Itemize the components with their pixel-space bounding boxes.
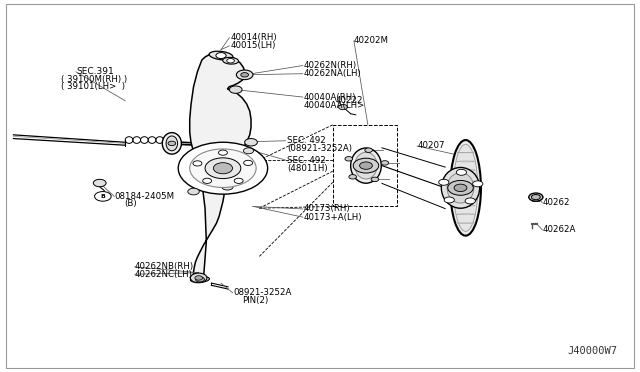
Polygon shape xyxy=(189,52,251,282)
Ellipse shape xyxy=(456,169,475,171)
Ellipse shape xyxy=(223,57,239,64)
Circle shape xyxy=(360,162,372,169)
Text: 40262NB(RH): 40262NB(RH) xyxy=(135,262,194,271)
Text: (48011H): (48011H) xyxy=(287,164,328,173)
Ellipse shape xyxy=(447,173,474,203)
Ellipse shape xyxy=(355,152,377,179)
Circle shape xyxy=(353,158,379,173)
Circle shape xyxy=(93,179,106,187)
Circle shape xyxy=(95,192,111,201)
Circle shape xyxy=(221,183,233,190)
Circle shape xyxy=(241,73,248,77)
Circle shape xyxy=(203,178,212,183)
Text: 40222: 40222 xyxy=(336,96,364,105)
Circle shape xyxy=(371,177,379,182)
Text: SEC. 492: SEC. 492 xyxy=(287,155,326,164)
Circle shape xyxy=(229,86,242,93)
Ellipse shape xyxy=(442,167,479,208)
Circle shape xyxy=(227,58,234,63)
Ellipse shape xyxy=(456,161,475,162)
Text: (B): (B) xyxy=(124,199,136,208)
Circle shape xyxy=(381,161,388,165)
Ellipse shape xyxy=(191,276,209,282)
Ellipse shape xyxy=(351,148,381,183)
Circle shape xyxy=(345,157,353,161)
Circle shape xyxy=(168,141,175,145)
Ellipse shape xyxy=(451,140,481,235)
Circle shape xyxy=(456,169,467,175)
Circle shape xyxy=(190,273,207,283)
Text: ( 39101(LH>  ): ( 39101(LH> ) xyxy=(61,82,125,91)
Ellipse shape xyxy=(163,133,181,154)
Circle shape xyxy=(178,142,268,194)
Circle shape xyxy=(234,178,243,183)
Circle shape xyxy=(244,138,257,146)
Circle shape xyxy=(188,188,199,195)
Text: 40262A: 40262A xyxy=(542,225,575,234)
Circle shape xyxy=(349,174,356,179)
Text: 40173+A(LH): 40173+A(LH) xyxy=(304,213,362,222)
Text: 40262: 40262 xyxy=(542,198,570,207)
Circle shape xyxy=(473,181,483,187)
FancyBboxPatch shape xyxy=(6,4,634,368)
Ellipse shape xyxy=(166,136,177,151)
Circle shape xyxy=(195,276,202,280)
Text: 40262NC(LH): 40262NC(LH) xyxy=(135,270,193,279)
Text: 40262N(RH): 40262N(RH) xyxy=(304,61,357,70)
Text: 40040A(RH): 40040A(RH) xyxy=(304,93,356,102)
Circle shape xyxy=(189,149,256,187)
Text: (08921-3252A): (08921-3252A) xyxy=(287,144,352,153)
Text: 40202M: 40202M xyxy=(354,36,389,45)
Circle shape xyxy=(454,184,467,192)
Ellipse shape xyxy=(454,144,477,231)
Ellipse shape xyxy=(531,195,540,200)
Text: 40014(RH): 40014(RH) xyxy=(230,33,277,42)
Circle shape xyxy=(444,197,454,203)
Ellipse shape xyxy=(209,51,233,60)
Text: ( 39100M(RH) ): ( 39100M(RH) ) xyxy=(61,75,127,84)
Text: 40207: 40207 xyxy=(417,141,445,151)
Text: 08184-2405M: 08184-2405M xyxy=(115,192,175,201)
Text: 40262NA(LH): 40262NA(LH) xyxy=(304,69,362,78)
Text: PIN(2): PIN(2) xyxy=(242,296,268,305)
Ellipse shape xyxy=(456,214,475,215)
Circle shape xyxy=(218,150,227,155)
Circle shape xyxy=(438,179,449,185)
Text: SEC. 492: SEC. 492 xyxy=(287,136,326,145)
Ellipse shape xyxy=(456,186,475,189)
Circle shape xyxy=(236,70,253,80)
Ellipse shape xyxy=(456,196,475,198)
Circle shape xyxy=(244,160,253,166)
Text: SEC.391: SEC.391 xyxy=(76,67,114,76)
Circle shape xyxy=(365,148,372,153)
Circle shape xyxy=(205,158,241,179)
Circle shape xyxy=(448,180,473,195)
Text: 40040AA(LH>: 40040AA(LH> xyxy=(304,101,365,110)
Circle shape xyxy=(213,163,232,174)
Text: 40015(LH): 40015(LH) xyxy=(230,41,276,51)
Circle shape xyxy=(465,198,476,204)
Text: B: B xyxy=(100,194,106,199)
Text: 40173(RH): 40173(RH) xyxy=(304,205,351,214)
Circle shape xyxy=(195,277,204,282)
Ellipse shape xyxy=(456,178,475,180)
Circle shape xyxy=(339,105,348,110)
Circle shape xyxy=(193,161,202,166)
Circle shape xyxy=(216,52,226,58)
Text: 08921-3252A: 08921-3252A xyxy=(234,288,292,297)
Circle shape xyxy=(243,148,253,154)
Ellipse shape xyxy=(456,205,475,206)
Ellipse shape xyxy=(529,193,543,201)
Text: J40000W7: J40000W7 xyxy=(567,346,617,356)
